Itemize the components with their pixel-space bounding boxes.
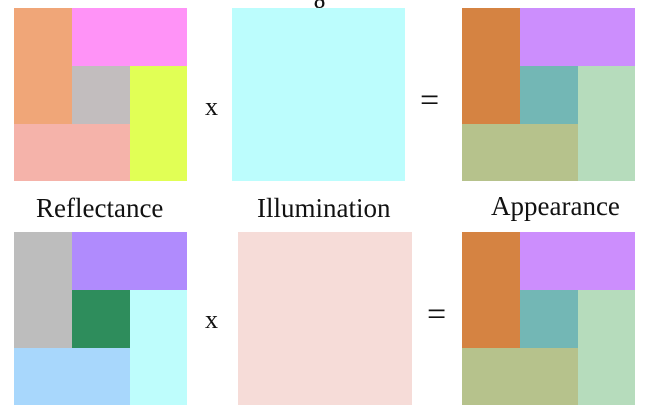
equals-operator-row1: = <box>420 82 440 119</box>
reflectance-label: Reflectance <box>36 193 164 223</box>
reflectance-light-blue-patch <box>14 348 130 405</box>
illumination-swatch-row2 <box>238 232 412 405</box>
appearance-violet-patch <box>520 8 635 66</box>
appearance-orange-patch <box>462 8 520 124</box>
reflectance-cyan-patch <box>130 290 187 405</box>
reflectance-pink-patch <box>14 124 130 181</box>
multiply-operator-row1: x <box>205 92 218 121</box>
appearance-green-patch <box>578 290 635 405</box>
reflectance-dark-green-patch <box>72 290 130 348</box>
reflectance-magenta-patch <box>72 8 187 66</box>
appearance-label: Appearance <box>491 191 620 221</box>
reflectance-purple-patch <box>72 232 187 290</box>
appearance-teal-patch <box>520 290 578 348</box>
reflectance-gray-patch <box>72 66 130 124</box>
illumination-swatch-row1 <box>232 8 405 181</box>
reflectance-orange-patch <box>14 8 72 124</box>
reflectance-gray-patch <box>14 232 72 348</box>
illumination-label: Illumination <box>257 193 391 223</box>
equals-operator-row2: = <box>427 296 447 333</box>
appearance-violet-patch <box>520 232 635 290</box>
appearance-teal-patch <box>520 66 578 124</box>
appearance-olive-patch <box>462 348 578 405</box>
appearance-olive-patch <box>462 124 578 181</box>
appearance-green-patch <box>578 66 635 181</box>
appearance-orange-patch <box>462 232 520 348</box>
reflectance-yellow-patch <box>130 66 187 181</box>
multiply-operator-row2: x <box>205 305 218 334</box>
